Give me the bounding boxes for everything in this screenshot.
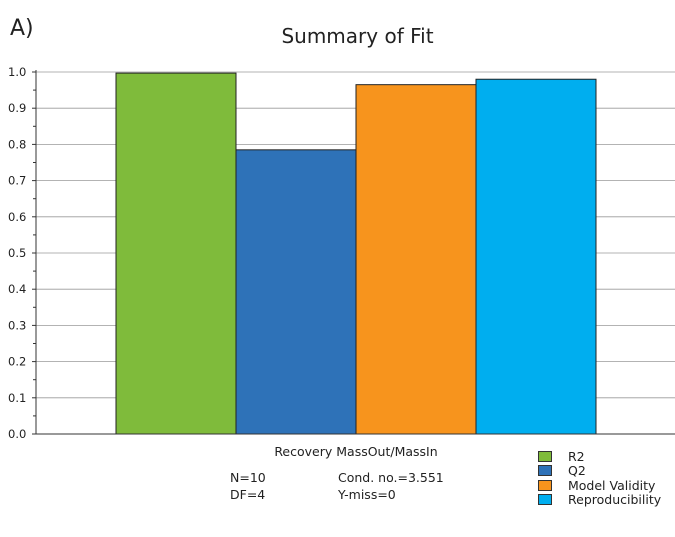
stat-n: N=10 [230, 470, 266, 485]
legend-label: R2 [568, 448, 585, 464]
y-tick-label: 0.1 [8, 391, 26, 405]
y-tick-label: 0.7 [8, 174, 26, 188]
y-tick-label: 0.0 [8, 427, 26, 441]
legend-item-reproducibility: Reproducibility [538, 492, 662, 508]
bar-r2 [115, 72, 237, 435]
stats-left: N=10 DF=4 [230, 469, 266, 503]
y-tick-label: 0.8 [8, 137, 26, 151]
bar-model-validity [355, 84, 477, 435]
x-axis-label: Recovery MassOut/MassIn [274, 444, 437, 459]
legend-swatch [538, 479, 552, 491]
legend-label: Model Validity [568, 477, 656, 493]
stat-df: DF=4 [230, 487, 266, 502]
y-tick-label: 0.2 [8, 355, 26, 369]
panel-label: A) [10, 16, 34, 41]
legend-swatch [538, 465, 552, 477]
legend-swatch [538, 450, 552, 462]
bars [115, 72, 597, 435]
y-tick-label: 0.6 [8, 210, 26, 224]
bar-reproducibility [475, 78, 597, 435]
stat-ymiss: Y-miss=0 [338, 487, 396, 502]
y-tick-label: 0.5 [8, 246, 26, 260]
y-tick-label: 1.0 [8, 65, 26, 79]
legend-item-model-validity: Model Validity [538, 478, 661, 493]
legend-item-r2: R2 [538, 449, 661, 464]
legend-label: Reproducibility [568, 492, 662, 508]
chart-title: Summary of Fit [281, 24, 434, 48]
y-axis: 0.0 0.1 0.2 0.3 0.4 0.5 0.6 0.7 0.8 0.9 1.0 [8, 65, 675, 441]
stats-right: Cond. no.=3.551 Y-miss=0 [338, 469, 444, 503]
y-tick-label: 0.9 [8, 101, 26, 115]
legend-item-q2: Q2 [538, 463, 661, 479]
legend-label: Q2 [568, 463, 586, 479]
stat-cond: Cond. no.=3.551 [338, 470, 444, 485]
legend: R2 Q2 Model Validity Reproducibility [538, 449, 661, 507]
y-tick-label: 0.4 [8, 282, 26, 296]
legend-swatch [538, 494, 552, 506]
y-tick-label: 0.3 [8, 318, 26, 332]
bar-q2 [235, 149, 357, 435]
